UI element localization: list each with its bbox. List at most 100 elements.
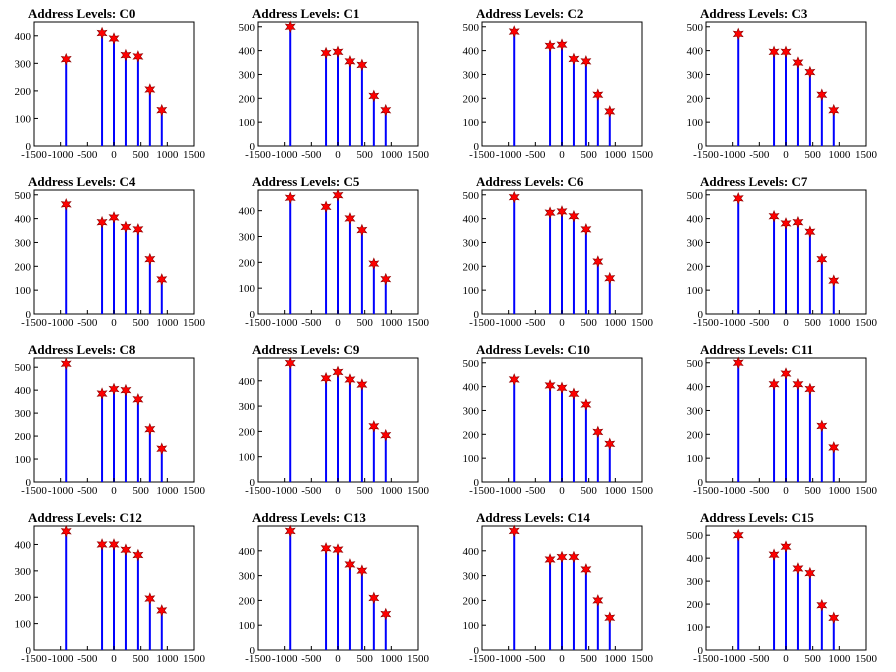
- chart-title-prefix: Address Levels:: [28, 510, 119, 525]
- y-tick-label: 300: [687, 576, 704, 588]
- y-tick-label: 100: [239, 620, 256, 632]
- y-tick-label: 400: [239, 376, 256, 388]
- bar: [596, 261, 599, 314]
- bar: [785, 223, 787, 314]
- y-tick-label: 400: [463, 382, 480, 394]
- x-tick-label: -1500: [693, 485, 719, 497]
- data-point: [816, 598, 828, 612]
- y-tick-label: 200: [687, 261, 704, 273]
- y-tick-label: 100: [687, 622, 704, 634]
- x-tick-label: 1000: [156, 317, 179, 329]
- y-tick-label: 400: [463, 546, 480, 558]
- bar: [808, 573, 811, 650]
- bar: [561, 387, 563, 482]
- chart-title: Address Levels: C13: [252, 510, 366, 525]
- x-tick-label: 0: [335, 653, 341, 665]
- chart-title-prefix: Address Levels:: [700, 6, 791, 21]
- data-point: [604, 271, 616, 285]
- bar: [148, 429, 151, 482]
- chart-panel: Address Levels: C9 0 100 200 300 400 -1500 -100…: [239, 342, 430, 497]
- data-point: [356, 378, 368, 391]
- data-point: [60, 52, 72, 66]
- bar: [124, 390, 127, 482]
- y-tick-label: 100: [687, 117, 704, 129]
- bar: [325, 378, 328, 482]
- x-tick-label: -500: [749, 653, 770, 665]
- chart-panel: Address Levels: C13 0 100 200 300 400 -1500 -10…: [239, 510, 430, 665]
- bar: [325, 53, 328, 146]
- data-point: [556, 550, 568, 564]
- data-point: [284, 356, 296, 370]
- chart-title-prefix: Address Levels:: [476, 6, 567, 21]
- data-point: [804, 566, 816, 580]
- data-point: [804, 225, 816, 239]
- y-tick-label: 100: [15, 619, 32, 631]
- y-tick-label: 400: [463, 214, 480, 226]
- data-point: [132, 50, 144, 63]
- x-tick-label: -1500: [21, 653, 47, 665]
- chart-panel: Address Levels: C0 0 100 200 300 400 -1500 -100…: [15, 6, 206, 161]
- bar: [65, 204, 68, 314]
- data-point: [768, 209, 780, 223]
- chart-panel: Address Levels: C40100200300400500-1500-…: [15, 174, 206, 329]
- data-point: [592, 594, 604, 607]
- y-tick-label: 300: [687, 237, 704, 249]
- bar: [737, 535, 740, 650]
- chart-title-prefix: Address Levels:: [252, 510, 343, 525]
- bar: [124, 549, 127, 650]
- x-tick-label: -1000: [48, 149, 74, 161]
- bar: [561, 211, 563, 314]
- bar: [160, 448, 163, 482]
- x-tick-label: 500: [580, 653, 597, 665]
- data-point: [60, 524, 72, 538]
- bar: [348, 61, 351, 146]
- y-tick-label: 400: [687, 46, 704, 58]
- bar: [384, 435, 387, 482]
- chart-title: Address Levels: C3: [700, 6, 808, 21]
- bar: [289, 26, 292, 147]
- x-tick-label: -1000: [496, 317, 522, 329]
- y-tick-label: 0: [474, 477, 480, 489]
- data-point: [120, 48, 132, 62]
- chart-title: Address Levels: C2: [476, 6, 583, 21]
- data-point: [96, 538, 108, 551]
- x-tick-label: 500: [132, 317, 149, 329]
- data-point: [544, 206, 556, 219]
- x-tick-label: -500: [77, 485, 98, 497]
- bar: [549, 385, 552, 482]
- data-point: [780, 45, 792, 59]
- y-tick-label: 400: [687, 382, 704, 394]
- bar: [832, 280, 835, 314]
- data-point: [792, 56, 804, 69]
- chart-title: Address Levels: C14: [476, 510, 590, 525]
- bar: [372, 426, 375, 482]
- data-point: [368, 591, 380, 605]
- x-tick-label: -500: [301, 149, 322, 161]
- bar: [561, 557, 563, 650]
- y-tick-label: 500: [687, 530, 704, 542]
- x-tick-label: -1000: [496, 653, 522, 665]
- x-tick-label: -1000: [272, 149, 298, 161]
- x-tick-label: 500: [132, 485, 149, 497]
- data-point: [108, 211, 120, 224]
- x-tick-label: 0: [783, 653, 789, 665]
- bar: [572, 393, 575, 482]
- x-tick-label: -500: [301, 485, 322, 497]
- x-tick-label: -1500: [245, 149, 271, 161]
- data-point: [344, 373, 356, 386]
- data-point: [96, 215, 108, 229]
- x-tick-label: -1500: [245, 485, 271, 497]
- bar: [596, 94, 599, 146]
- data-point: [156, 103, 168, 117]
- data-point: [568, 52, 580, 66]
- chart-title-label: C8: [119, 342, 135, 357]
- x-tick-label: 1000: [828, 653, 851, 665]
- bar: [148, 89, 151, 146]
- y-tick-label: 400: [239, 546, 256, 558]
- x-tick-label: 1000: [156, 149, 179, 161]
- data-point: [604, 611, 616, 625]
- chart-panel: Address Levels: C14 0 100 200 300 400 -1500 -10…: [463, 510, 654, 665]
- data-point: [544, 553, 556, 566]
- x-tick-label: 500: [356, 653, 373, 665]
